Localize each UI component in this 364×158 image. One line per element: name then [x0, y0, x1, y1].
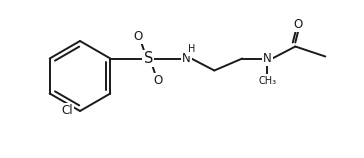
- Text: O: O: [154, 74, 163, 87]
- Text: O: O: [134, 30, 143, 43]
- Text: O: O: [294, 18, 303, 31]
- Text: H: H: [187, 45, 195, 55]
- Text: N: N: [182, 52, 191, 65]
- Text: CH₃: CH₃: [258, 76, 276, 85]
- Text: Cl: Cl: [62, 104, 73, 118]
- Text: S: S: [144, 51, 153, 66]
- Text: N: N: [263, 52, 272, 65]
